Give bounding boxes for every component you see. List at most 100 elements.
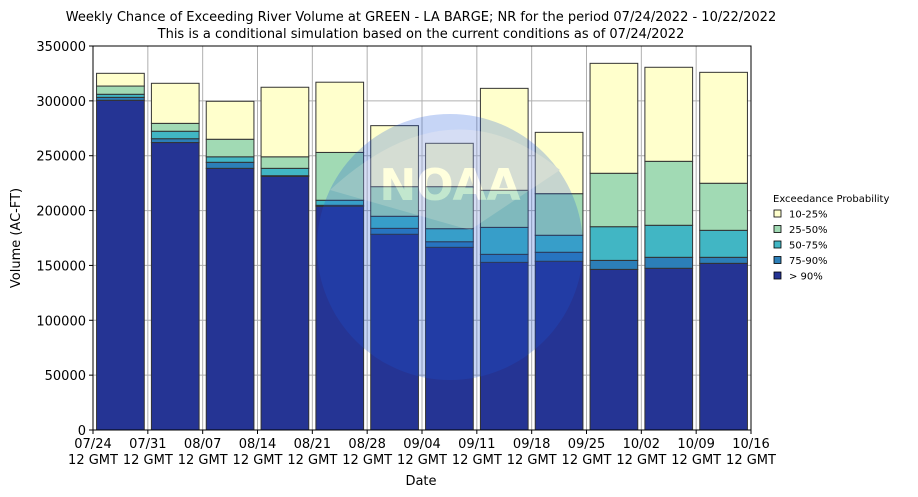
bar-segment-10-25 [644,66,694,162]
y-tick-label: 350000 [36,40,86,55]
bar-segment-25-50 [534,193,584,236]
x-tick-label: 07/24 [74,437,111,452]
x-tick-label: 08/07 [184,437,221,452]
bar-segment-10-25 [699,71,748,184]
bar-segment-90 [96,99,145,431]
x-tick-label: 08/14 [239,437,276,452]
bar-segment-50-75 [479,226,529,255]
y-tick-label: 0 [78,424,86,439]
bar-segment-90 [150,142,200,431]
y-tick-label: 300000 [36,95,86,110]
bar-segment-90 [589,268,639,431]
bar-segment-10-25 [370,125,419,188]
bar-segment-10-25 [425,142,474,188]
x-tick-label-time: 12 GMT [123,453,173,468]
y-axis-label: Volume (AC-FT) [9,188,24,288]
bar-segment-50-75 [644,224,694,258]
legend-title: Exceedance Probability [773,194,889,205]
bar-segment-90 [699,262,748,431]
bar-segment-10-25 [589,62,639,174]
x-tick-label: 09/04 [403,437,440,452]
x-tick-label-time: 12 GMT [726,453,776,468]
x-tick-label: 10/09 [677,437,714,452]
bar-segment-50-75 [205,156,255,163]
bar-segment-25-50 [150,122,200,132]
x-tick-label-time: 12 GMT [233,453,283,468]
legend-label: 25-50% [789,225,828,236]
bar-segment-90 [260,175,310,431]
chart-subtitle: This is a conditional simulation based o… [157,27,685,42]
x-tick-label-time: 12 GMT [342,453,392,468]
bar-segment-75-90 [589,259,639,270]
x-tick-label: 08/28 [348,437,385,452]
y-tick-label: 50000 [45,369,86,384]
bar-segment-50-75 [589,226,639,261]
y-tick-label: 250000 [36,150,86,165]
x-tick-label: 07/31 [129,437,166,452]
bar-segment-25-50 [699,182,748,231]
bar-segment-50-75 [260,167,310,177]
bar-segment-25-50 [205,138,255,158]
legend-swatch [773,225,782,233]
bar-segment-50-75 [699,229,748,258]
x-tick-label: 09/11 [458,437,495,452]
bar-segment-25-50 [370,186,419,217]
bar-segment-25-50 [315,151,365,201]
bar-segment-75-90 [205,161,255,169]
legend: Exceedance Probability 10-25% 25-50% 50-75… [773,194,889,283]
bar-segment-10-25 [96,72,145,87]
x-tick-label-time: 12 GMT [507,453,557,468]
x-tick-label: 10/02 [623,437,660,452]
svg-text:NOAA: NOAA [379,160,520,211]
bar-segment-50-75 [150,130,200,140]
x-tick-label: 08/21 [294,437,331,452]
x-tick-label-time: 12 GMT [287,453,337,468]
bar-segment-25-50 [425,186,474,230]
bar-segment-90 [534,260,584,431]
legend-swatch [773,240,782,249]
bar-segment-25-50 [96,85,145,95]
x-tick-label-time: 12 GMT [616,453,666,468]
bar-segment-75-90 [644,256,694,269]
x-tick-label-time: 12 GMT [178,453,228,468]
y-tick-label: 150000 [36,259,86,274]
bar-segment-75-90 [150,138,200,144]
noaa-logo-watermark: NOAA [317,114,583,380]
x-tick-label: 09/18 [513,437,550,452]
legend-swatch [773,209,782,218]
x-axis-label: Date [405,474,436,489]
legend-label: > 90% [789,272,823,283]
bar-segment-10-25 [150,82,200,124]
bar-segment-25-50 [260,156,310,169]
x-tick-label-time: 12 GMT [562,453,612,468]
x-tick-label: 10/16 [732,437,769,452]
bar-segment-75-90 [699,256,748,264]
bar-segment-10-25 [260,86,310,158]
bar-segment-90 [644,267,694,431]
bar-segment-90 [425,246,474,431]
bar-segment-10-25 [315,81,365,153]
bar-segment-90 [205,167,255,431]
legend-label: 75-90% [789,256,828,267]
bar-segment-10-25 [205,100,255,140]
legend-swatch [773,256,782,264]
x-tick-label: 09/25 [568,437,605,452]
bar-segment-25-50 [589,172,639,228]
y-tick-label: 200000 [36,205,86,220]
bar-segment-10-25 [534,131,584,195]
legend-label: 10-25% [789,210,828,221]
bar-segment-90 [479,261,529,431]
y-tick-label: 100000 [36,314,86,329]
legend-label: 50-75% [789,241,828,252]
bar-segment-90 [370,233,419,431]
x-tick-label-time: 12 GMT [397,453,447,468]
x-tick-label-time: 12 GMT [671,453,721,468]
bar-segment-25-50 [644,160,694,226]
chart-title: Weekly Chance of Exceeding River Volume … [66,10,776,25]
legend-swatch [773,271,782,280]
x-tick-label-time: 12 GMT [68,453,118,468]
bar-segment-10-25 [479,87,529,191]
x-tick-label-time: 12 GMT [452,453,502,468]
